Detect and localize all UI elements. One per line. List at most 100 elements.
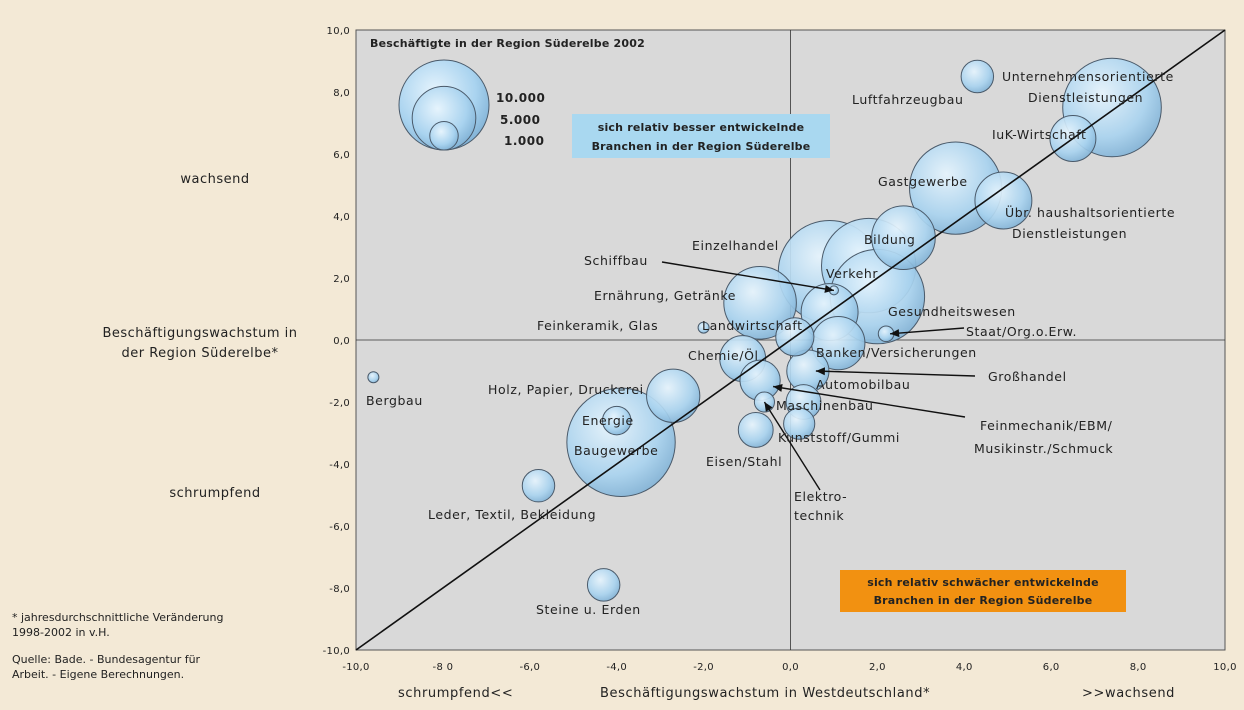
data-bubble [783,407,816,440]
bubble-label: Übr. haushaltsorientierte [1005,204,1175,220]
x-axis-label-shrinking: schrumpfend<< [398,686,514,701]
bubble-label: Feinkeramik, Glas [537,318,658,333]
x-axis-title: Beschäftigungswachstum in Westdeutschlan… [600,686,931,701]
y-tick-label: 8,0 [333,88,350,99]
x-tick-label: -6,0 [519,662,540,673]
callout-arrow-line [815,370,976,377]
y-tick-label: -4,0 [329,460,350,471]
bubble-label: Leder, Textil, Bekleidung [428,507,596,522]
y-tick-label: -8,0 [329,584,350,595]
y-axis-title-line1: Beschäftigungswachstum in [102,326,298,341]
footnote-line1: * jahresdurchschnittliche Veränderung [12,611,224,624]
x-tick-label: 2,0 [869,662,886,673]
bubble-label: Automobilbau [816,377,910,392]
axis-label-bottom-shrinking: schrumpfend [169,486,261,501]
bubble-label: IuK-Wirtschaft [992,127,1087,142]
quadrant-label-lower-line2: Branchen in der Region Süderelbe [874,594,1093,607]
bubble-label: Landwirtschaft [702,318,803,333]
bubble-label: Eisen/Stahl [706,454,782,469]
source-line2: Arbeit. - Eigene Berechnungen. [12,668,185,681]
bubble-label: Banken/Versicherungen [816,345,977,360]
bubble-label: Steine u. Erden [536,602,641,617]
data-bubble [723,266,797,340]
x-tick-label: -10,0 [342,662,369,673]
quadrant-box-upper [572,114,830,158]
bubble-label: Feinmechanik/EBM/ [980,418,1113,433]
data-bubble [586,568,621,602]
data-bubble [737,411,774,448]
y-tick-label: 10,0 [327,26,350,37]
chart-title: Beschäftigte in der Region Süderelbe 200… [370,37,645,50]
callout-arrow-line [763,401,821,491]
data-bubble [521,468,556,503]
bubble-label: Bergbau [366,393,423,408]
callout-arrow-line [890,327,965,335]
bubble-label: Musikinstr./Schmuck [974,441,1113,456]
bubble-label: Einzelhandel [692,238,779,253]
bubble-label: Dienstleistungen [1012,226,1127,241]
x-tick-label: 6,0 [1043,662,1060,673]
bubble-label: Verkehr [826,266,878,281]
bubble-label: Staat/Org.o.Erw. [966,324,1077,339]
y-tick-label: 2,0 [333,274,350,285]
legend-bubble [429,121,459,151]
legend-size-label: 10.000 [496,91,545,105]
bubble-label: Elektro- [794,489,847,504]
callout-arrow-head [764,402,773,412]
footnote: * jahresdurchschnittliche Veränderung 19… [12,610,312,682]
bubble-label: Kunststoff/Gummi [778,430,900,445]
footnote-line2: 1998-2002 in v.H. [12,626,110,639]
x-tick-label: 10,0 [1213,662,1236,673]
bubble-label: technik [794,508,844,523]
legend-size-label: 1.000 [504,134,544,148]
y-tick-label: 0,0 [333,336,350,347]
bubble-label: Dienstleistungen [1028,90,1143,105]
bubble-label: Großhandel [988,369,1067,384]
bubble-label: Gesundheitswesen [888,304,1016,319]
quadrant-label-lower-line1: sich relativ schwächer entwickelnde [867,576,1099,589]
y-tick-label: -2,0 [329,398,350,409]
quadrant-label-upper-line1: sich relativ besser entwickelnde [598,121,805,134]
y-tick-label: -6,0 [329,522,350,533]
callout-arrow-head [890,329,900,338]
bubble-label: Baugewerbe [574,443,658,458]
callout-arrow-head [824,284,834,293]
bubble-label: Bildung [864,232,915,247]
bubble-label: Schiffbau [584,253,648,268]
data-bubble [697,321,710,334]
bubble-label: Luftfahrzeugbau [852,92,964,107]
axis-label-top-growing: wachsend [180,172,250,187]
y-tick-label: -10,0 [323,646,350,657]
bubble-label: Holz, Papier, Druckerei [488,382,644,397]
callout-arrow-line [773,385,966,418]
bubble-label: Ernährung, Getränke [594,288,736,303]
x-tick-label: -4,0 [606,662,627,673]
bubble-label: Unternehmensorientierte [1002,69,1174,84]
bubble-label: Gastgewerbe [878,174,968,189]
quadrant-box-lower [840,570,1126,612]
diagonal-line [355,29,1226,651]
x-tick-label: 0,0 [782,662,799,673]
data-bubble [960,59,995,94]
x-tick-label: 4,0 [956,662,973,673]
data-bubble [601,405,632,436]
source-line1: Quelle: Bade. - Bundesagentur für [12,653,201,666]
callout-arrow-head [773,383,783,392]
x-tick-label: 8,0 [1130,662,1147,673]
callout-arrow-line [661,261,835,292]
bubble-label: Chemie/Öl [688,347,759,363]
data-bubble [566,387,676,497]
x-tick-label: -2,0 [693,662,714,673]
quadrant-label-upper-line2: Branchen in der Region Süderelbe [592,140,811,153]
x-axis-label-growing: >>wachsend [1082,686,1176,701]
x-tick-label: -8 0 [433,662,454,673]
data-bubble [367,371,380,384]
y-axis-title-line2: der Region Süderelbe* [121,346,279,361]
bubble-label: Energie [582,413,634,428]
data-bubble [974,171,1033,230]
y-axis-title: Beschäftigungswachstum in der Region Süd… [60,324,340,364]
bubble-label: Maschinenbau [776,398,873,413]
data-bubble [871,205,936,271]
y-tick-label: 6,0 [333,150,350,161]
